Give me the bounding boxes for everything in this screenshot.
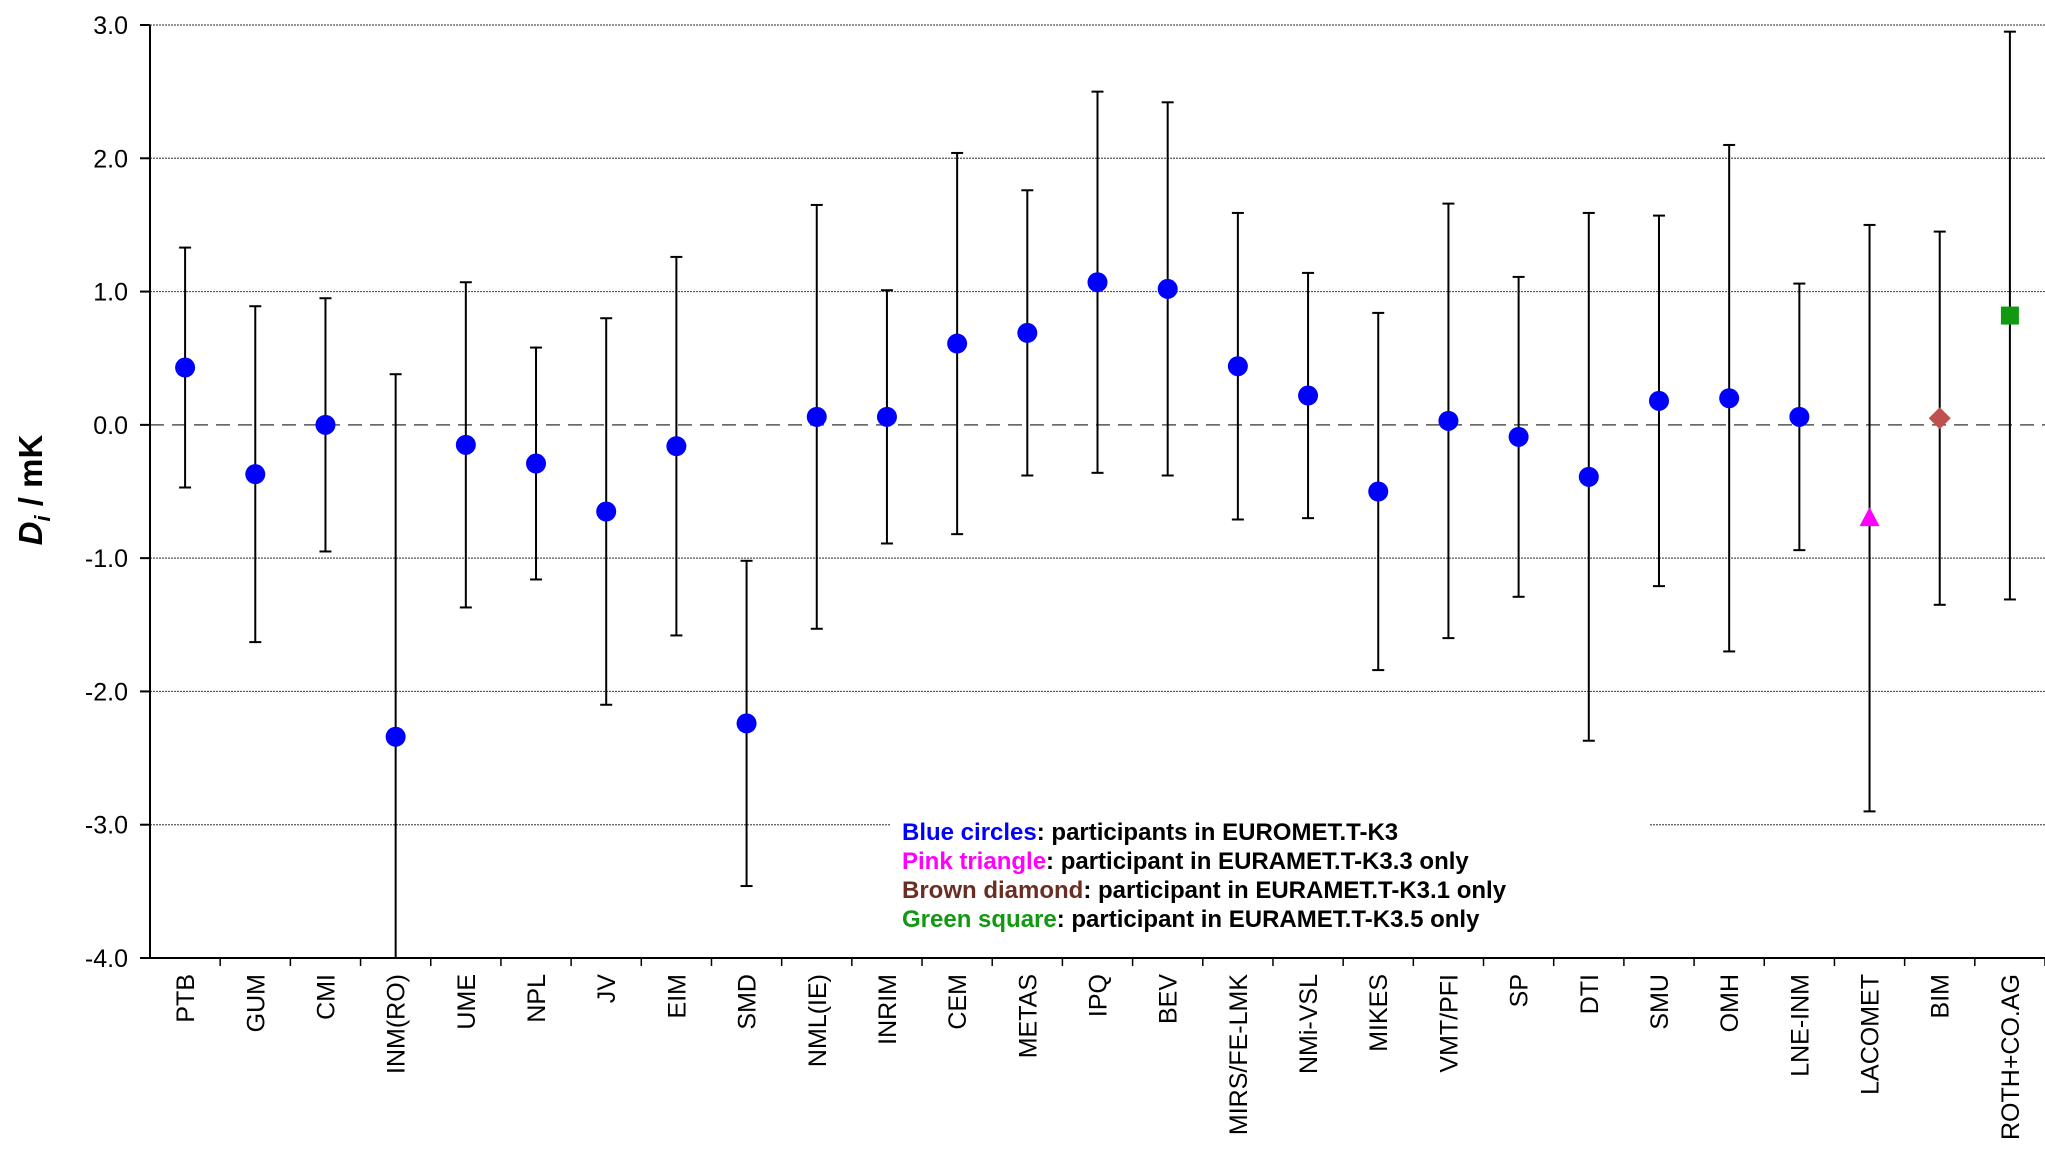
data-point bbox=[1928, 407, 1951, 430]
x-tick-label: NMi-VSL bbox=[1295, 974, 1323, 1074]
data-point bbox=[1087, 272, 1108, 293]
data-point bbox=[596, 501, 617, 522]
legend: Blue circles: participants in EUROMET.T-… bbox=[890, 808, 1650, 948]
error-bar bbox=[389, 373, 402, 958]
y-axis-title: Di / mK bbox=[12, 435, 55, 546]
legend-background bbox=[890, 808, 1650, 948]
x-tick-label: LACOMET bbox=[1857, 974, 1885, 1095]
data-point bbox=[1859, 507, 1880, 527]
x-tick-label: ROTH+CO.AG bbox=[1997, 974, 2025, 1140]
x-tick-label: VMT/PFI bbox=[1435, 974, 1463, 1073]
data-point bbox=[315, 414, 336, 435]
axes bbox=[149, 25, 2045, 959]
x-tick-label: CMI bbox=[312, 974, 340, 1020]
y-tick-label: 2.0 bbox=[93, 145, 128, 173]
legend-entry: Brown diamond: participant in EURAMET.T-… bbox=[902, 877, 1507, 904]
x-tick-label: SMU bbox=[1646, 974, 1674, 1030]
x-tick-label: BEV bbox=[1155, 974, 1183, 1024]
x-tick-label: SP bbox=[1506, 974, 1534, 1007]
x-tick-label: EIM bbox=[663, 974, 691, 1018]
y-tick-label: 1.0 bbox=[93, 279, 128, 307]
y-tick-label: -2.0 bbox=[85, 678, 128, 706]
x-tick-label: OMH bbox=[1716, 974, 1744, 1032]
x-tick-label: MIKES bbox=[1365, 974, 1393, 1052]
y-tick-label: -4.0 bbox=[85, 945, 128, 973]
data-point bbox=[175, 357, 196, 378]
data-point bbox=[1578, 466, 1599, 487]
x-tick-label: NPL bbox=[523, 974, 551, 1023]
data-point bbox=[455, 434, 476, 455]
y-tick-label: 0.0 bbox=[93, 412, 128, 440]
data-point bbox=[1648, 390, 1669, 411]
x-tick-label: GUM bbox=[242, 974, 270, 1032]
x-tick-label: INM(RO) bbox=[383, 974, 411, 1074]
data-point bbox=[806, 406, 827, 427]
x-tick-label: PTB bbox=[172, 974, 200, 1023]
y-axis-ticks: 3.0 2.0 1.0 0.0 -1.0 -2.0 -3.0 -4.0 bbox=[85, 12, 150, 973]
data-point bbox=[526, 453, 547, 474]
data-point bbox=[736, 713, 757, 734]
x-tick-label: IPQ bbox=[1085, 974, 1113, 1017]
x-tick-label: MIRS/FE-LMK bbox=[1225, 974, 1253, 1135]
x-tick-label: DTI bbox=[1576, 974, 1604, 1014]
y-tick-label: -3.0 bbox=[85, 812, 128, 840]
data-point bbox=[947, 333, 968, 354]
x-tick-label: BIM bbox=[1927, 974, 1955, 1018]
data-point bbox=[385, 726, 406, 747]
data-point bbox=[1438, 410, 1459, 431]
data-point bbox=[1157, 278, 1178, 299]
x-tick-label: LNE-INM bbox=[1786, 974, 1814, 1077]
x-tick-label: NML(IE) bbox=[804, 974, 832, 1067]
x-tick-label: CEM bbox=[944, 974, 972, 1030]
data-point bbox=[1719, 388, 1740, 409]
x-tick-label: UME bbox=[453, 974, 481, 1030]
legend-entry: Green square: participant in EURAMET.T-K… bbox=[902, 906, 1480, 933]
legend-entry: Blue circles: participants in EUROMET.T-… bbox=[902, 819, 1398, 846]
data-point bbox=[666, 436, 687, 457]
data-point bbox=[245, 464, 266, 485]
data-point bbox=[1017, 322, 1038, 343]
x-tick-label: SMD bbox=[734, 974, 762, 1030]
data-point bbox=[1227, 356, 1248, 377]
data-point bbox=[876, 406, 897, 427]
y-tick-label: 3.0 bbox=[93, 12, 128, 40]
y-tick-label: -1.0 bbox=[85, 545, 128, 573]
x-tick-label: INRIM bbox=[874, 974, 902, 1045]
data-markers bbox=[175, 272, 2019, 747]
data-point bbox=[1368, 481, 1389, 502]
data-point bbox=[1298, 385, 1319, 406]
x-axis-labels: PTB GUM CMI INM(RO) UME NPL JV EIM SMD NML(IE) INR… bbox=[172, 958, 2045, 1140]
data-point bbox=[1789, 406, 1810, 427]
x-tick-label: METAS bbox=[1014, 974, 1042, 1058]
legend-entry: Pink triangle: participant in EURAMET.T-… bbox=[902, 848, 1469, 875]
data-point bbox=[2000, 306, 2019, 325]
data-point bbox=[1508, 426, 1529, 447]
x-tick-label: JV bbox=[593, 974, 621, 1004]
